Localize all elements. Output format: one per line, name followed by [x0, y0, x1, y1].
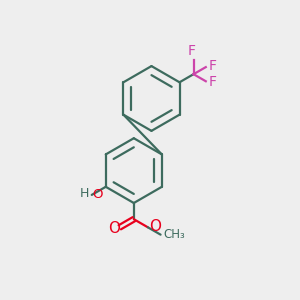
- Text: H: H: [80, 187, 89, 200]
- Text: F: F: [208, 58, 216, 73]
- Text: O: O: [109, 221, 121, 236]
- Text: F: F: [208, 75, 216, 89]
- Text: CH₃: CH₃: [163, 228, 185, 241]
- Text: O: O: [149, 219, 161, 234]
- Text: F: F: [187, 44, 195, 58]
- Text: O: O: [92, 188, 103, 200]
